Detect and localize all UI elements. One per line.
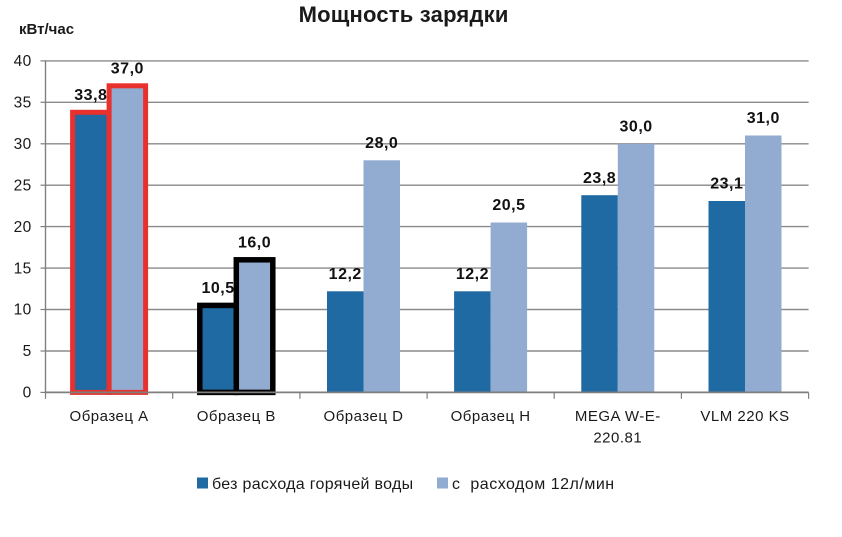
- svg-text:40: 40: [14, 53, 32, 70]
- svg-text:MEGA W-E-: MEGA W-E-: [575, 408, 661, 425]
- svg-text:30,0: 30,0: [620, 119, 653, 136]
- svg-text:16,0: 16,0: [238, 235, 271, 252]
- svg-text:23,1: 23,1: [710, 176, 743, 193]
- svg-text:220.81: 220.81: [593, 429, 642, 446]
- svg-text:без расхода горячей воды: без расхода горячей воды: [212, 476, 413, 493]
- svg-text:20,5: 20,5: [492, 197, 525, 214]
- svg-text:25: 25: [14, 177, 32, 194]
- svg-text:31,0: 31,0: [747, 110, 780, 127]
- svg-text:Образец B: Образец B: [197, 408, 276, 425]
- svg-text:15: 15: [14, 260, 32, 277]
- svg-text:10,5: 10,5: [201, 280, 234, 297]
- svg-text:30: 30: [14, 136, 32, 153]
- svg-text:35: 35: [14, 95, 32, 112]
- svg-text:20: 20: [14, 219, 32, 236]
- svg-text:28,0: 28,0: [365, 135, 398, 152]
- svg-text:Образец H: Образец H: [451, 408, 531, 425]
- svg-text:5: 5: [23, 343, 32, 360]
- svg-text:33,8: 33,8: [74, 87, 107, 104]
- svg-text:12,2: 12,2: [329, 266, 362, 283]
- svg-text:10: 10: [14, 302, 32, 319]
- svg-text:23,8: 23,8: [583, 170, 616, 187]
- svg-text:Образец D: Образец D: [324, 408, 404, 425]
- svg-text:кВт/час: кВт/час: [19, 21, 74, 38]
- svg-text:с расходом 12л/мин: с расходом 12л/мин: [452, 476, 615, 493]
- svg-text:12,2: 12,2: [456, 266, 489, 283]
- svg-text:0: 0: [23, 385, 32, 402]
- svg-text:VLM 220 KS: VLM 220 KS: [700, 408, 789, 425]
- svg-text:Мощность зарядки: Мощность зарядки: [299, 2, 509, 27]
- svg-text:37,0: 37,0: [111, 61, 144, 78]
- svg-text:Образец A: Образец A: [70, 408, 149, 425]
